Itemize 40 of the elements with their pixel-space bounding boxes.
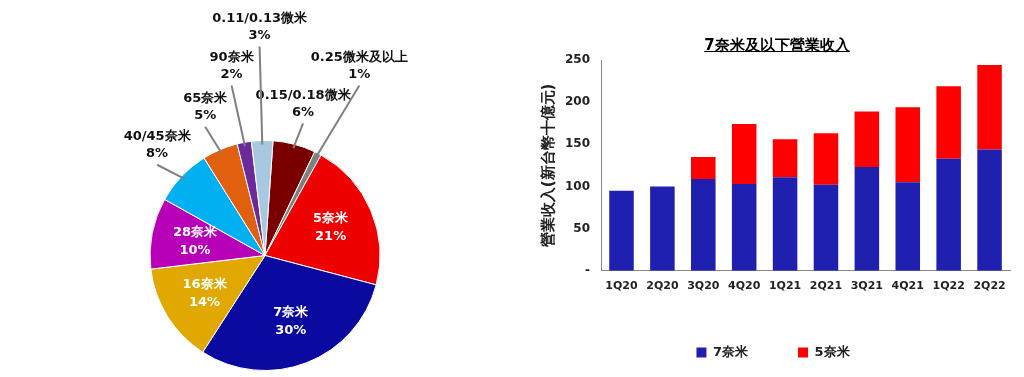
y-tick-label: 150 [564,136,591,151]
slice-label: 65奈米 [183,90,229,106]
x-tick-label: 4Q20 [728,279,761,293]
slice-label: 0.15/0.18微米 [255,86,352,102]
slice-label: 0.11/0.13微米 [212,9,309,25]
data-label: 8% [146,145,169,161]
data-label: 6% [292,103,315,119]
y-tick-label: - [585,262,591,277]
x-tick-label: 2Q20 [646,279,679,293]
chart-title: 7奈米及以下營業收入 [704,36,850,54]
data-label: 14% [188,293,221,309]
slice-label: 0.25微米及以上 [310,48,408,64]
legend-label: 5奈米 [814,343,851,359]
slice-label: 5奈米 [313,210,350,226]
x-tick-label: 4Q21 [891,279,924,293]
x-tick-label: 1Q21 [768,279,802,293]
data-label: 1% [348,65,371,81]
x-tick-label: 3Q20 [687,279,720,293]
data-label: 3% [248,26,271,42]
x-tick-label: 1Q20 [605,279,638,293]
data-label: 30% [275,322,307,338]
x-tick-label: 2Q22 [973,279,1006,293]
data-label: 2% [220,65,243,81]
slice-label: 16奈米 [182,275,228,291]
x-tick-label: 2Q21 [809,279,843,293]
y-axis-title: 營業收入(新台幣十億元) [538,83,557,248]
slice-label: 40/45奈米 [123,128,192,144]
slice-label: 28奈米 [173,224,219,240]
data-label: 21% [315,228,347,244]
y-tick-label: 200 [564,94,591,109]
slice-label: 7奈米 [273,304,310,320]
x-tick-label: 3Q21 [850,279,884,293]
y-tick-label: 50 [573,220,591,235]
x-tick-label: 1Q22 [932,279,965,293]
data-label: 10% [179,242,211,258]
y-tick-label: 250 [564,52,591,67]
slice-label: 90奈米 [209,48,255,64]
y-tick-label: 100 [564,178,591,193]
legend-label: 7奈米 [712,343,749,359]
data-label: 5% [194,107,217,123]
